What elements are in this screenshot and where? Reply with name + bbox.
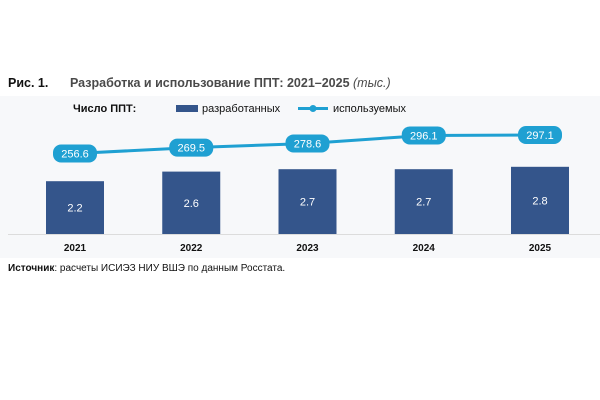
line-label-2021: 256.6 xyxy=(61,149,89,161)
bar-label-2024: 2.7 xyxy=(416,197,431,209)
x-tick-2024: 2024 xyxy=(413,243,436,254)
source-label: Источник xyxy=(8,263,55,274)
bar-label-2022: 2.6 xyxy=(184,198,199,210)
bar-2025 xyxy=(511,166,569,234)
legend-bar-swatch xyxy=(176,105,198,112)
figure-number: Рис. 1. xyxy=(8,76,49,90)
line-point-2022 xyxy=(169,138,214,157)
chart-svg: Число ППТ: разработанных используемых 2.… xyxy=(8,103,600,254)
bar-label-2023: 2.7 xyxy=(300,197,315,209)
legend-title: Число ППТ: xyxy=(73,103,136,115)
bar-label-2025: 2.8 xyxy=(532,195,547,207)
source-text: : расчеты ИСИЭЗ НИУ ВШЭ по данным Росста… xyxy=(54,263,286,274)
line-point-2021 xyxy=(53,144,97,163)
bar-label-2021: 2.2 xyxy=(67,203,82,215)
x-tick-2022: 2022 xyxy=(180,243,203,254)
figure-title: Разработка и использование ППТ: 2021–202… xyxy=(70,76,350,90)
line-label-2024: 296.1 xyxy=(410,130,438,142)
line-label-2023: 278.6 xyxy=(294,138,322,150)
figure-heading: Рис. 1. Разработка и использование ППТ: 2… xyxy=(8,76,391,90)
bar-2023 xyxy=(278,169,337,234)
x-tick-2023: 2023 xyxy=(296,243,319,254)
line-label-2025: 297.1 xyxy=(526,130,554,142)
legend: Число ППТ: разработанных используемых xyxy=(73,103,407,115)
legend-line-marker xyxy=(309,105,317,112)
plot: 2.2 2.6 2.7 2.7 2.8 256.6 269.5 278.6 296.1 297.1… xyxy=(8,126,600,254)
line-label-2022: 269.5 xyxy=(177,143,205,155)
line-point-2023 xyxy=(285,134,330,153)
x-tick-2021: 2021 xyxy=(64,243,87,254)
bar-2022 xyxy=(162,171,221,234)
figure-unit: (тыс.) xyxy=(353,76,391,90)
x-tick-2025: 2025 xyxy=(529,243,552,254)
line-point-2024 xyxy=(401,126,446,145)
line-point-2025 xyxy=(518,126,562,144)
bar-2021 xyxy=(46,181,104,234)
chart-area: Число ППТ: разработанных используемых 2.… xyxy=(0,96,600,258)
source-note: Источник: расчеты ИСИЭЗ НИУ ВШЭ по данны… xyxy=(8,263,285,274)
legend-line-label: используемых xyxy=(333,103,407,115)
legend-bar-label: разработанных xyxy=(202,103,281,115)
bar-2024 xyxy=(394,169,453,234)
